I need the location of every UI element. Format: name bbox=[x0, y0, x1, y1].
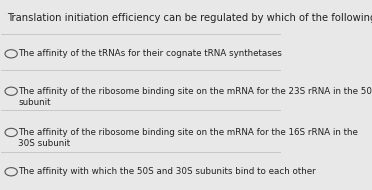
Text: The affinity of the tRNAs for their cognate tRNA synthetases: The affinity of the tRNAs for their cogn… bbox=[18, 49, 282, 58]
Text: The affinity of the ribosome binding site on the mRNA for the 23S rRNA in the 50: The affinity of the ribosome binding sit… bbox=[18, 87, 372, 107]
Text: The affinity with which the 50S and 30S subunits bind to each other: The affinity with which the 50S and 30S … bbox=[18, 167, 316, 176]
Text: Translation initiation efficiency can be regulated by which of the following:: Translation initiation efficiency can be… bbox=[7, 13, 372, 23]
Text: The affinity of the ribosome binding site on the mRNA for the 16S rRNA in the
30: The affinity of the ribosome binding sit… bbox=[18, 128, 358, 148]
